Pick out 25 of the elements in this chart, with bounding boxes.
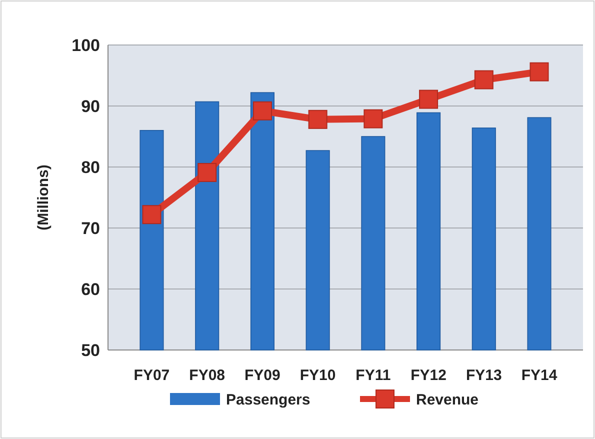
point: [364, 109, 383, 128]
x-tick-label: FY12: [410, 367, 446, 384]
point: [530, 62, 549, 82]
y-tick-label: 100: [72, 36, 100, 55]
x-tick-label: FY13: [466, 367, 502, 384]
y-tick-label: 50: [81, 340, 100, 360]
x-tick-label: FY07: [134, 367, 170, 384]
point: [474, 70, 494, 90]
y-tick-label: 80: [81, 158, 100, 177]
point: [308, 110, 328, 129]
point: [142, 205, 162, 224]
x-tick-label: FY08: [189, 367, 226, 384]
y-tick-label: 90: [81, 96, 100, 116]
point: [252, 101, 272, 120]
x-tick-label: FY10: [300, 367, 336, 384]
y-tick-label: 70: [81, 218, 100, 238]
point: [419, 90, 438, 109]
legend-label: Passengers: [226, 391, 310, 408]
x-tick-label: FY14: [521, 367, 558, 384]
point: [198, 162, 217, 182]
x-tick-label: FY11: [356, 367, 391, 384]
x-tick-label: FY09: [244, 367, 280, 384]
legend-label: Revenue: [416, 391, 479, 408]
y-axis-title: (Millions): [35, 164, 52, 230]
y-tick-label: 60: [81, 280, 100, 299]
